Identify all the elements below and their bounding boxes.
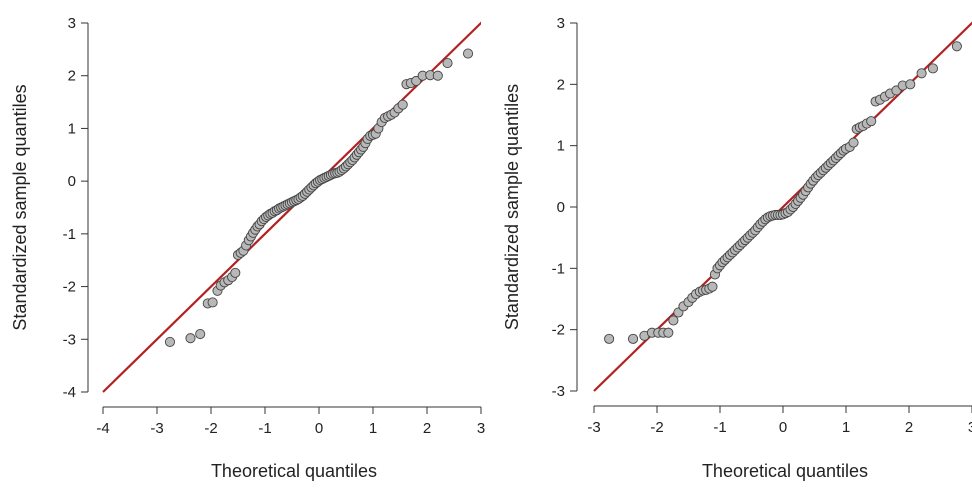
data-point [411, 75, 422, 87]
x-tick-label: 1 [369, 420, 377, 437]
y-tick-label: 1 [557, 138, 565, 155]
data-point [628, 333, 639, 344]
data-point [916, 68, 927, 79]
x-tick-label: -1 [258, 420, 271, 437]
y-tick-label: -1 [552, 260, 565, 277]
y-tick-label: 2 [557, 76, 565, 93]
y-tick-label: -1 [63, 226, 76, 243]
x-tick-label: 1 [842, 419, 850, 436]
x-tick-label: 3 [477, 420, 485, 437]
plot-area [593, 21, 972, 392]
y-tick-label: -3 [552, 383, 565, 400]
x-tick-label: -4 [96, 420, 109, 437]
data-point [951, 41, 962, 52]
plot-area [102, 21, 481, 393]
data-point [207, 297, 218, 308]
x-axis-label: Theoretical quantiles [211, 461, 377, 481]
data-point [848, 137, 859, 148]
x-tick-label: 2 [423, 420, 431, 437]
y-axis-label: Standardized sample quantiles [502, 84, 522, 330]
data-point [604, 333, 615, 344]
data-point [668, 315, 679, 326]
data-point [432, 70, 443, 81]
data-point [185, 333, 196, 344]
y-tick-label: -4 [63, 384, 76, 401]
y-axis: -3 -2 -1 0 1 2 3 Standardized sample quantiles [502, 15, 578, 400]
x-tick-label: -3 [587, 419, 600, 436]
data-point [905, 79, 916, 90]
y-axis: -4 -3 -2 -1 0 1 2 3 Standardized sample quantile… [10, 15, 89, 401]
x-axis-label: Theoretical quantiles [702, 461, 868, 481]
data-point [663, 327, 674, 338]
y-tick-label: 0 [557, 199, 565, 216]
x-tick-label: -2 [650, 419, 663, 436]
y-tick-label: 1 [68, 120, 76, 137]
qq-plot-right: -3 -2 -1 0 1 2 3 Theoretical quantiles -3 -2 -1 0 1 2… [502, 15, 972, 481]
x-tick-label: 3 [968, 419, 972, 436]
y-tick-label: -2 [552, 322, 565, 339]
y-tick-label: -3 [63, 331, 76, 348]
x-tick-label: -3 [150, 420, 163, 437]
data-point [927, 63, 938, 74]
data-point [195, 328, 206, 340]
x-tick-label: 2 [905, 419, 913, 436]
data-point [462, 48, 474, 59]
x-axis: -3 -2 -1 0 1 2 3 Theoretical quantiles [587, 405, 972, 481]
y-tick-label: 0 [68, 173, 76, 190]
y-tick-label: 3 [557, 15, 565, 32]
data-point [164, 336, 176, 347]
data-point [707, 281, 718, 292]
y-tick-label: -2 [63, 279, 76, 296]
x-tick-label: 0 [315, 420, 323, 437]
data-point [442, 58, 453, 69]
x-tick-label: -2 [204, 420, 217, 437]
y-tick-label: 3 [68, 15, 76, 32]
x-tick-label: 0 [779, 419, 787, 436]
data-point [866, 116, 877, 127]
data-point [230, 267, 241, 278]
x-tick-label: -1 [713, 419, 726, 436]
y-axis-label: Standardized sample quantiles [10, 84, 30, 330]
x-axis: -4 -3 -2 -1 0 1 2 3 Theoretical quantiles [96, 406, 485, 481]
y-tick-label: 2 [68, 68, 76, 85]
data-point [397, 99, 408, 110]
